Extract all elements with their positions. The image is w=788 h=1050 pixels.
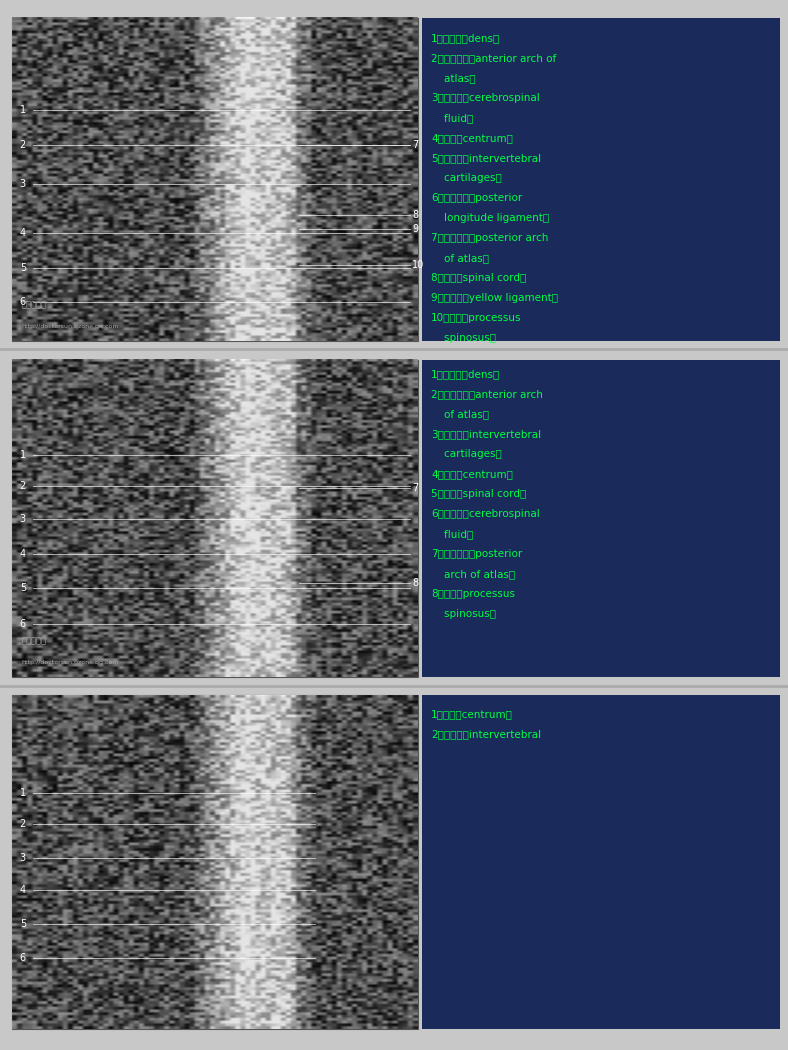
Text: cartilages）: cartilages） xyxy=(431,173,502,184)
Text: fluid）: fluid） xyxy=(431,113,474,124)
Text: 8: 8 xyxy=(412,578,418,588)
Bar xyxy=(12,18,418,341)
Text: 1: 1 xyxy=(20,449,26,460)
Text: 6: 6 xyxy=(20,952,26,963)
Text: 亮亮的小家: 亮亮的小家 xyxy=(21,300,46,310)
Text: atlas）: atlas） xyxy=(431,74,476,84)
Text: 3、脑脊液（cerebrospinal: 3、脑脊液（cerebrospinal xyxy=(431,93,540,104)
Text: 1、齿状突（dens）: 1、齿状突（dens） xyxy=(431,34,500,44)
Text: 7: 7 xyxy=(412,140,418,150)
Text: 6: 6 xyxy=(20,618,26,629)
Text: 9、黄韧带（yellow ligament）: 9、黄韧带（yellow ligament） xyxy=(431,293,558,303)
Text: 8: 8 xyxy=(412,210,418,220)
Text: 5、脊髓（spinal cord）: 5、脊髓（spinal cord） xyxy=(431,489,526,500)
Text: of atlas）: of atlas） xyxy=(431,410,489,420)
Text: cartilages）: cartilages） xyxy=(431,449,502,460)
Text: 8、棘突（processus: 8、棘突（processus xyxy=(431,589,515,600)
Bar xyxy=(12,360,418,677)
Text: spinosus）: spinosus） xyxy=(431,333,496,343)
Text: 4、椎体（centrum）: 4、椎体（centrum） xyxy=(431,133,513,144)
Text: 6、脑脊液（cerebrospinal: 6、脑脊液（cerebrospinal xyxy=(431,509,540,520)
Text: 2: 2 xyxy=(20,481,26,491)
Bar xyxy=(422,360,780,677)
Text: http://doctorsun.qzone.qq.com: http://doctorsun.qzone.qq.com xyxy=(21,659,119,665)
Text: 10、棘突（processus: 10、棘突（processus xyxy=(431,313,522,323)
Text: 5、椎间盘（intervertebral: 5、椎间盘（intervertebral xyxy=(431,153,541,164)
Text: 4、椎体（centrum）: 4、椎体（centrum） xyxy=(431,469,513,480)
Text: 3: 3 xyxy=(20,513,26,524)
Text: 1: 1 xyxy=(20,105,26,116)
Text: http://doctorsun.qzone.qq.com: http://doctorsun.qzone.qq.com xyxy=(21,323,119,329)
Text: 2、椎间盘（intervertebral: 2、椎间盘（intervertebral xyxy=(431,729,541,739)
Text: 7、寰椎后弓（posterior: 7、寰椎后弓（posterior xyxy=(431,549,522,560)
Text: fluid）: fluid） xyxy=(431,529,474,540)
Bar xyxy=(422,18,780,341)
Text: arch of atlas）: arch of atlas） xyxy=(431,569,515,580)
Text: 5: 5 xyxy=(20,583,26,593)
Bar xyxy=(12,695,418,1029)
Text: 9: 9 xyxy=(412,224,418,234)
Text: spinosus）: spinosus） xyxy=(431,609,496,620)
Text: 10: 10 xyxy=(412,259,425,270)
Text: 7: 7 xyxy=(412,483,418,493)
Text: 3: 3 xyxy=(20,853,26,863)
Text: 8、脊髓（spinal cord）: 8、脊髓（spinal cord） xyxy=(431,273,526,284)
Text: 4: 4 xyxy=(20,885,26,896)
Text: 5: 5 xyxy=(20,262,26,273)
Text: 4: 4 xyxy=(20,549,26,560)
Text: 6: 6 xyxy=(20,297,26,308)
Text: longitude ligament）: longitude ligament） xyxy=(431,213,549,224)
Text: 1: 1 xyxy=(20,788,26,798)
Text: 6、后纵韧带（posterior: 6、后纵韧带（posterior xyxy=(431,193,522,204)
Text: 亮亮的小家: 亮亮的小家 xyxy=(21,636,46,646)
Text: of atlas）: of atlas） xyxy=(431,253,489,264)
Text: 2: 2 xyxy=(20,819,26,830)
Text: 4: 4 xyxy=(20,228,26,238)
Bar xyxy=(422,695,780,1029)
Text: 3: 3 xyxy=(20,178,26,189)
Text: 2、寰椎前弓（anterior arch of: 2、寰椎前弓（anterior arch of xyxy=(431,54,556,64)
Text: 3、椎间盘（intervertebral: 3、椎间盘（intervertebral xyxy=(431,429,541,440)
Text: 7、寰椎后弓（posterior arch: 7、寰椎后弓（posterior arch xyxy=(431,233,548,244)
Text: 1、齿状突（dens）: 1、齿状突（dens） xyxy=(431,370,500,380)
Text: 1、椎体（centrum）: 1、椎体（centrum） xyxy=(431,709,513,719)
Text: 2: 2 xyxy=(20,140,26,150)
Text: 2、寰椎前弓（anterior arch: 2、寰椎前弓（anterior arch xyxy=(431,390,543,400)
Text: 5: 5 xyxy=(20,919,26,929)
